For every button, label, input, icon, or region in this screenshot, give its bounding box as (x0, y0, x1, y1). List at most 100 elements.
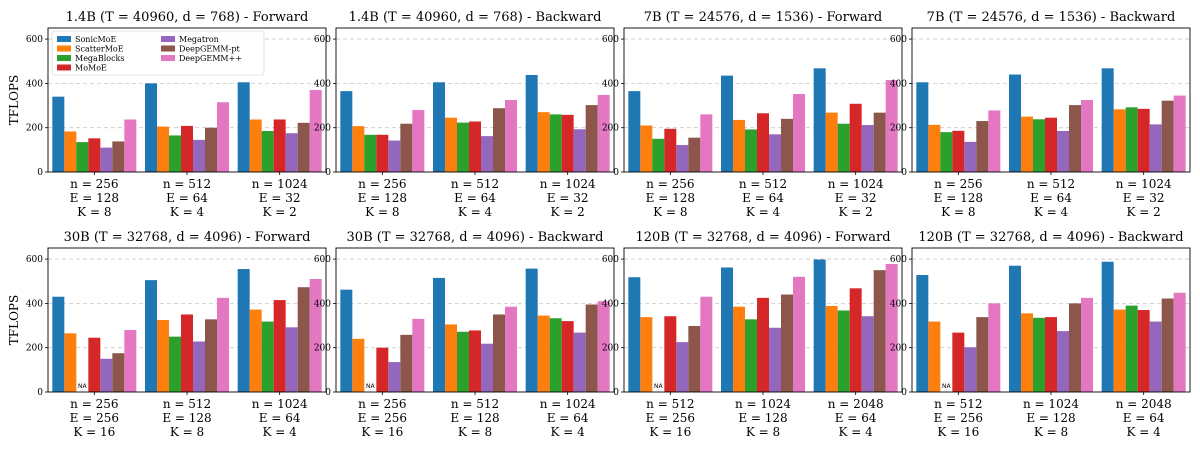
bar-megatron (769, 134, 781, 172)
bar-sonicmoe (628, 91, 641, 172)
y-tick-label: 600 (314, 255, 331, 265)
x-tick-label: n = 256 (358, 177, 406, 191)
bar-deepgemm- (412, 109, 425, 172)
bar-megablocks (169, 135, 181, 172)
bar-megatron (285, 133, 298, 172)
bar-sonicmoe (1009, 74, 1021, 172)
bar-sonicmoe (721, 75, 733, 172)
chart-title: 120B (T = 32768, d = 4096) - Backward (918, 230, 1183, 245)
y-tick-label: 200 (26, 344, 43, 354)
bar-deepgemm- (885, 80, 898, 172)
bar-deepgemm- (1173, 95, 1186, 172)
bar-megatron (193, 341, 205, 392)
bar-deepgemm- (124, 119, 137, 172)
bar-deepgemm-pt (1069, 105, 1081, 172)
bar-megatron (964, 141, 977, 172)
bar-deepgemm- (597, 301, 610, 392)
bar-deepgemm- (1173, 292, 1186, 392)
x-tick-label: n = 256 (934, 177, 982, 191)
bar-megablocks (169, 336, 181, 392)
bar-megatron (676, 144, 689, 172)
na-label: NA (942, 383, 951, 390)
x-tick-label: K = 16 (73, 425, 115, 439)
x-tick-label: E = 128 (162, 411, 211, 425)
x-tick-label: K = 4 (170, 205, 205, 219)
x-tick-label: K = 2 (839, 205, 873, 219)
bar-momoe (664, 128, 677, 172)
chart-title: 7B (T = 24576, d = 1536) - Backward (927, 10, 1176, 25)
x-tick-label: K = 8 (365, 205, 399, 219)
bar-deepgemm-pt (1069, 303, 1081, 392)
bar-deepgemm-pt (688, 137, 701, 172)
x-tick-label: n = 1024 (735, 397, 791, 411)
x-tick-label: E = 32 (547, 191, 589, 205)
bar-scattermoe (640, 125, 653, 172)
x-tick-label: E = 256 (646, 411, 695, 425)
bar-scattermoe (928, 124, 941, 172)
bar-scattermoe (825, 112, 838, 172)
chart-panel-3: 7B (T = 24576, d = 1536) - Forward 0 200 40… (602, 10, 903, 219)
bar-sonicmoe (145, 280, 157, 392)
bar-scattermoe (249, 119, 262, 172)
legend-label: Megatron (179, 35, 219, 44)
x-tick-label: E = 64 (742, 191, 784, 205)
bar-scattermoe (640, 317, 653, 392)
bar-momoe (376, 134, 389, 172)
x-tick-label: E = 256 (934, 411, 983, 425)
bar-deepgemm-pt (976, 121, 989, 172)
legend-label: SonicMoE (75, 35, 116, 44)
x-tick-label: K = 16 (937, 425, 979, 439)
y-tick-label: 200 (314, 124, 331, 134)
bar-sonicmoe (525, 74, 538, 172)
bar-deepgemm-pt (112, 141, 125, 172)
y-tick-label: 600 (602, 255, 619, 265)
x-tick-label: n = 256 (70, 177, 118, 191)
x-tick-label: E = 64 (1123, 411, 1165, 425)
x-tick-label: E = 128 (70, 191, 119, 205)
x-tick-label: K = 16 (649, 425, 691, 439)
y-tick-label: 400 (314, 79, 331, 89)
y-tick-label: 200 (890, 344, 907, 354)
bar-deepgemm- (793, 94, 805, 172)
x-tick-label: n = 512 (451, 177, 499, 191)
bar-deepgemm- (988, 110, 1001, 172)
bar-megablocks (1125, 107, 1138, 172)
x-tick-label: E = 64 (835, 411, 877, 425)
bar-deepgemm- (309, 279, 322, 392)
bar-sonicmoe (433, 277, 445, 392)
bar-scattermoe (733, 306, 745, 392)
bar-sonicmoe (1101, 68, 1114, 172)
bar-megatron (285, 327, 298, 392)
legend-swatch (57, 64, 71, 71)
bar-deepgemm- (124, 329, 137, 392)
y-tick-label: 0 (613, 388, 619, 398)
bar-deepgemm- (597, 94, 610, 172)
bar-megatron (964, 347, 977, 392)
y-tick-label: 200 (26, 124, 43, 134)
x-tick-label: E = 128 (738, 411, 787, 425)
bar-sonicmoe (525, 268, 538, 392)
x-tick-label: K = 16 (361, 425, 403, 439)
bar-megablocks (364, 134, 377, 172)
bar-deepgemm- (1081, 100, 1093, 172)
bar-deepgemm-pt (1161, 100, 1174, 172)
na-label: NA (654, 383, 663, 390)
bar-momoe (952, 332, 965, 392)
x-tick-label: n = 1024 (1023, 397, 1079, 411)
bar-sonicmoe (721, 267, 733, 392)
bar-momoe (849, 288, 862, 392)
x-tick-label: K = 8 (77, 205, 111, 219)
x-tick-label: E = 64 (166, 191, 208, 205)
x-tick-label: K = 2 (1127, 205, 1161, 219)
bar-momoe (849, 103, 862, 172)
bar-deepgemm- (700, 114, 713, 172)
bar-scattermoe (249, 309, 262, 392)
bar-deepgemm-pt (585, 304, 598, 392)
y-tick-label: 600 (26, 255, 43, 265)
bar-megatron (193, 139, 205, 172)
x-tick-label: E = 64 (1030, 191, 1072, 205)
y-tick-label: 400 (890, 299, 907, 309)
x-tick-label: n = 1024 (540, 397, 596, 411)
bar-sonicmoe (916, 82, 929, 172)
x-tick-label: K = 4 (839, 425, 874, 439)
